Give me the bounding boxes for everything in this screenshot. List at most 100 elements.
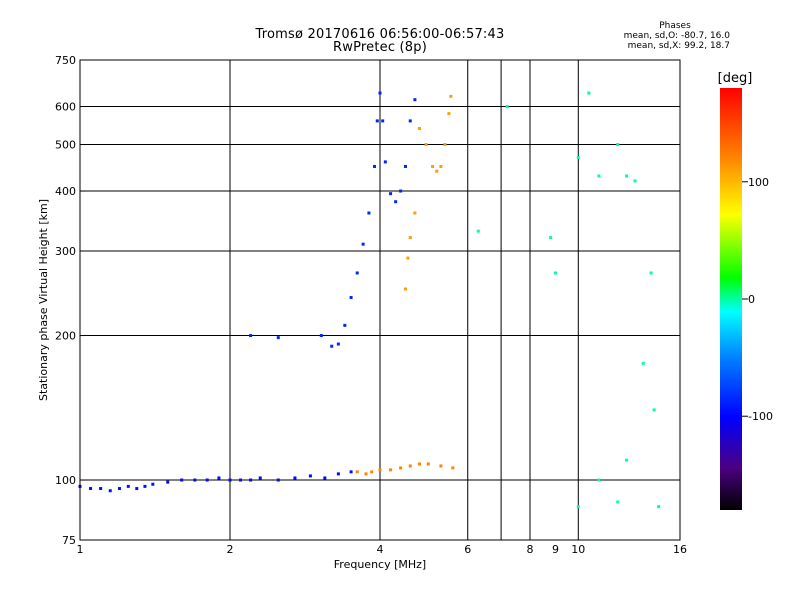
data-point (451, 466, 455, 470)
data-point (625, 174, 629, 178)
data-point (576, 505, 580, 509)
data-point (228, 478, 232, 482)
phases-x-mode-stats: mean, sd,X: 99.2, 18.7 (627, 41, 730, 51)
data-point (383, 160, 387, 164)
data-point (408, 464, 412, 468)
data-point (413, 98, 417, 102)
data-point (413, 211, 417, 215)
data-point (447, 112, 451, 116)
data-point (378, 91, 382, 95)
data-point (375, 119, 379, 123)
y-tick-label: 300 (55, 245, 76, 258)
y-tick-label: 75 (62, 534, 76, 547)
data-point (641, 361, 645, 365)
data-point (143, 484, 147, 488)
data-point (403, 164, 407, 168)
data-point (597, 478, 601, 482)
data-point (408, 236, 412, 240)
data-point (370, 470, 374, 474)
data-point (431, 164, 435, 168)
data-point (652, 408, 656, 412)
data-point (633, 179, 637, 183)
data-point (505, 105, 509, 109)
series-group (403, 94, 453, 291)
y-tick-label: 750 (55, 54, 76, 67)
data-point (343, 323, 347, 327)
data-point (166, 480, 170, 484)
x-tick-label: 1 (77, 543, 84, 556)
data-point (355, 271, 359, 275)
chart-title-line-1: Tromsø 20170616 06:56:00-06:57:43 (255, 27, 505, 42)
data-point (439, 464, 443, 468)
y-tick-label: 600 (55, 101, 76, 114)
data-point (293, 476, 297, 480)
colorbar-tick-label: 0 (748, 293, 755, 306)
data-points (78, 91, 661, 509)
phases-title: Phases (659, 21, 691, 31)
colorbar-label: [deg] (718, 71, 753, 86)
data-point (394, 200, 398, 204)
x-tick-label: 9 (552, 543, 559, 556)
data-point (89, 487, 93, 491)
data-point (417, 462, 421, 466)
x-tick-label: 16 (673, 543, 687, 556)
data-point (399, 466, 403, 470)
data-point (361, 242, 365, 246)
series-group (78, 470, 353, 493)
data-point (576, 155, 580, 159)
data-point (449, 94, 453, 98)
data-point (549, 236, 553, 240)
data-point (389, 192, 393, 196)
x-tick-label: 8 (527, 543, 534, 556)
data-point (249, 478, 253, 482)
data-point (435, 169, 439, 173)
data-point (319, 334, 323, 338)
data-point (406, 256, 410, 260)
y-tick-label: 200 (55, 330, 76, 343)
data-point (408, 119, 412, 123)
y-tick-label: 500 (55, 139, 76, 152)
series-group (355, 462, 455, 476)
data-point (649, 271, 653, 275)
series-group (249, 91, 417, 348)
x-tick-label: 10 (571, 543, 585, 556)
data-point (135, 487, 139, 491)
plot-frame (79, 59, 681, 541)
data-point (276, 478, 280, 482)
colorbar-tick-label: -100 (748, 410, 773, 423)
data-point (349, 296, 353, 300)
colorbar-ticks: 100 0 -100 (742, 176, 773, 423)
data-point (258, 476, 262, 480)
data-point (205, 478, 209, 482)
data-point (323, 476, 327, 480)
data-point (657, 505, 661, 509)
data-point (99, 487, 103, 491)
data-point (336, 342, 340, 346)
data-point (193, 478, 197, 482)
colorbar (720, 88, 742, 510)
data-point (108, 489, 112, 493)
data-point (239, 478, 243, 482)
x-tick-label: 2 (227, 543, 234, 556)
data-point (443, 143, 447, 147)
colorbar-tick-label: 100 (748, 176, 769, 189)
data-point (336, 472, 340, 476)
y-tick-label: 100 (55, 474, 76, 487)
data-point (399, 189, 403, 193)
data-point (151, 482, 155, 486)
phases-summary: Phases mean, sd,O: -80.7, 16.0 mean, sd,… (570, 21, 730, 51)
data-point (625, 458, 629, 462)
y-tick-label: 400 (55, 185, 76, 198)
data-point (616, 500, 620, 504)
y-axis-ticks: 75 100 200 300 400 500 600 750 (55, 54, 85, 547)
phases-o-mode-stats: mean, sd,O: -80.7, 16.0 (623, 31, 730, 41)
data-point (249, 334, 253, 338)
data-point (439, 164, 443, 168)
x-axis-label: Frequency [MHz] (334, 558, 426, 571)
data-point (355, 470, 359, 474)
data-point (378, 468, 382, 472)
data-point (403, 287, 407, 291)
data-point (126, 484, 130, 488)
data-point (597, 174, 601, 178)
